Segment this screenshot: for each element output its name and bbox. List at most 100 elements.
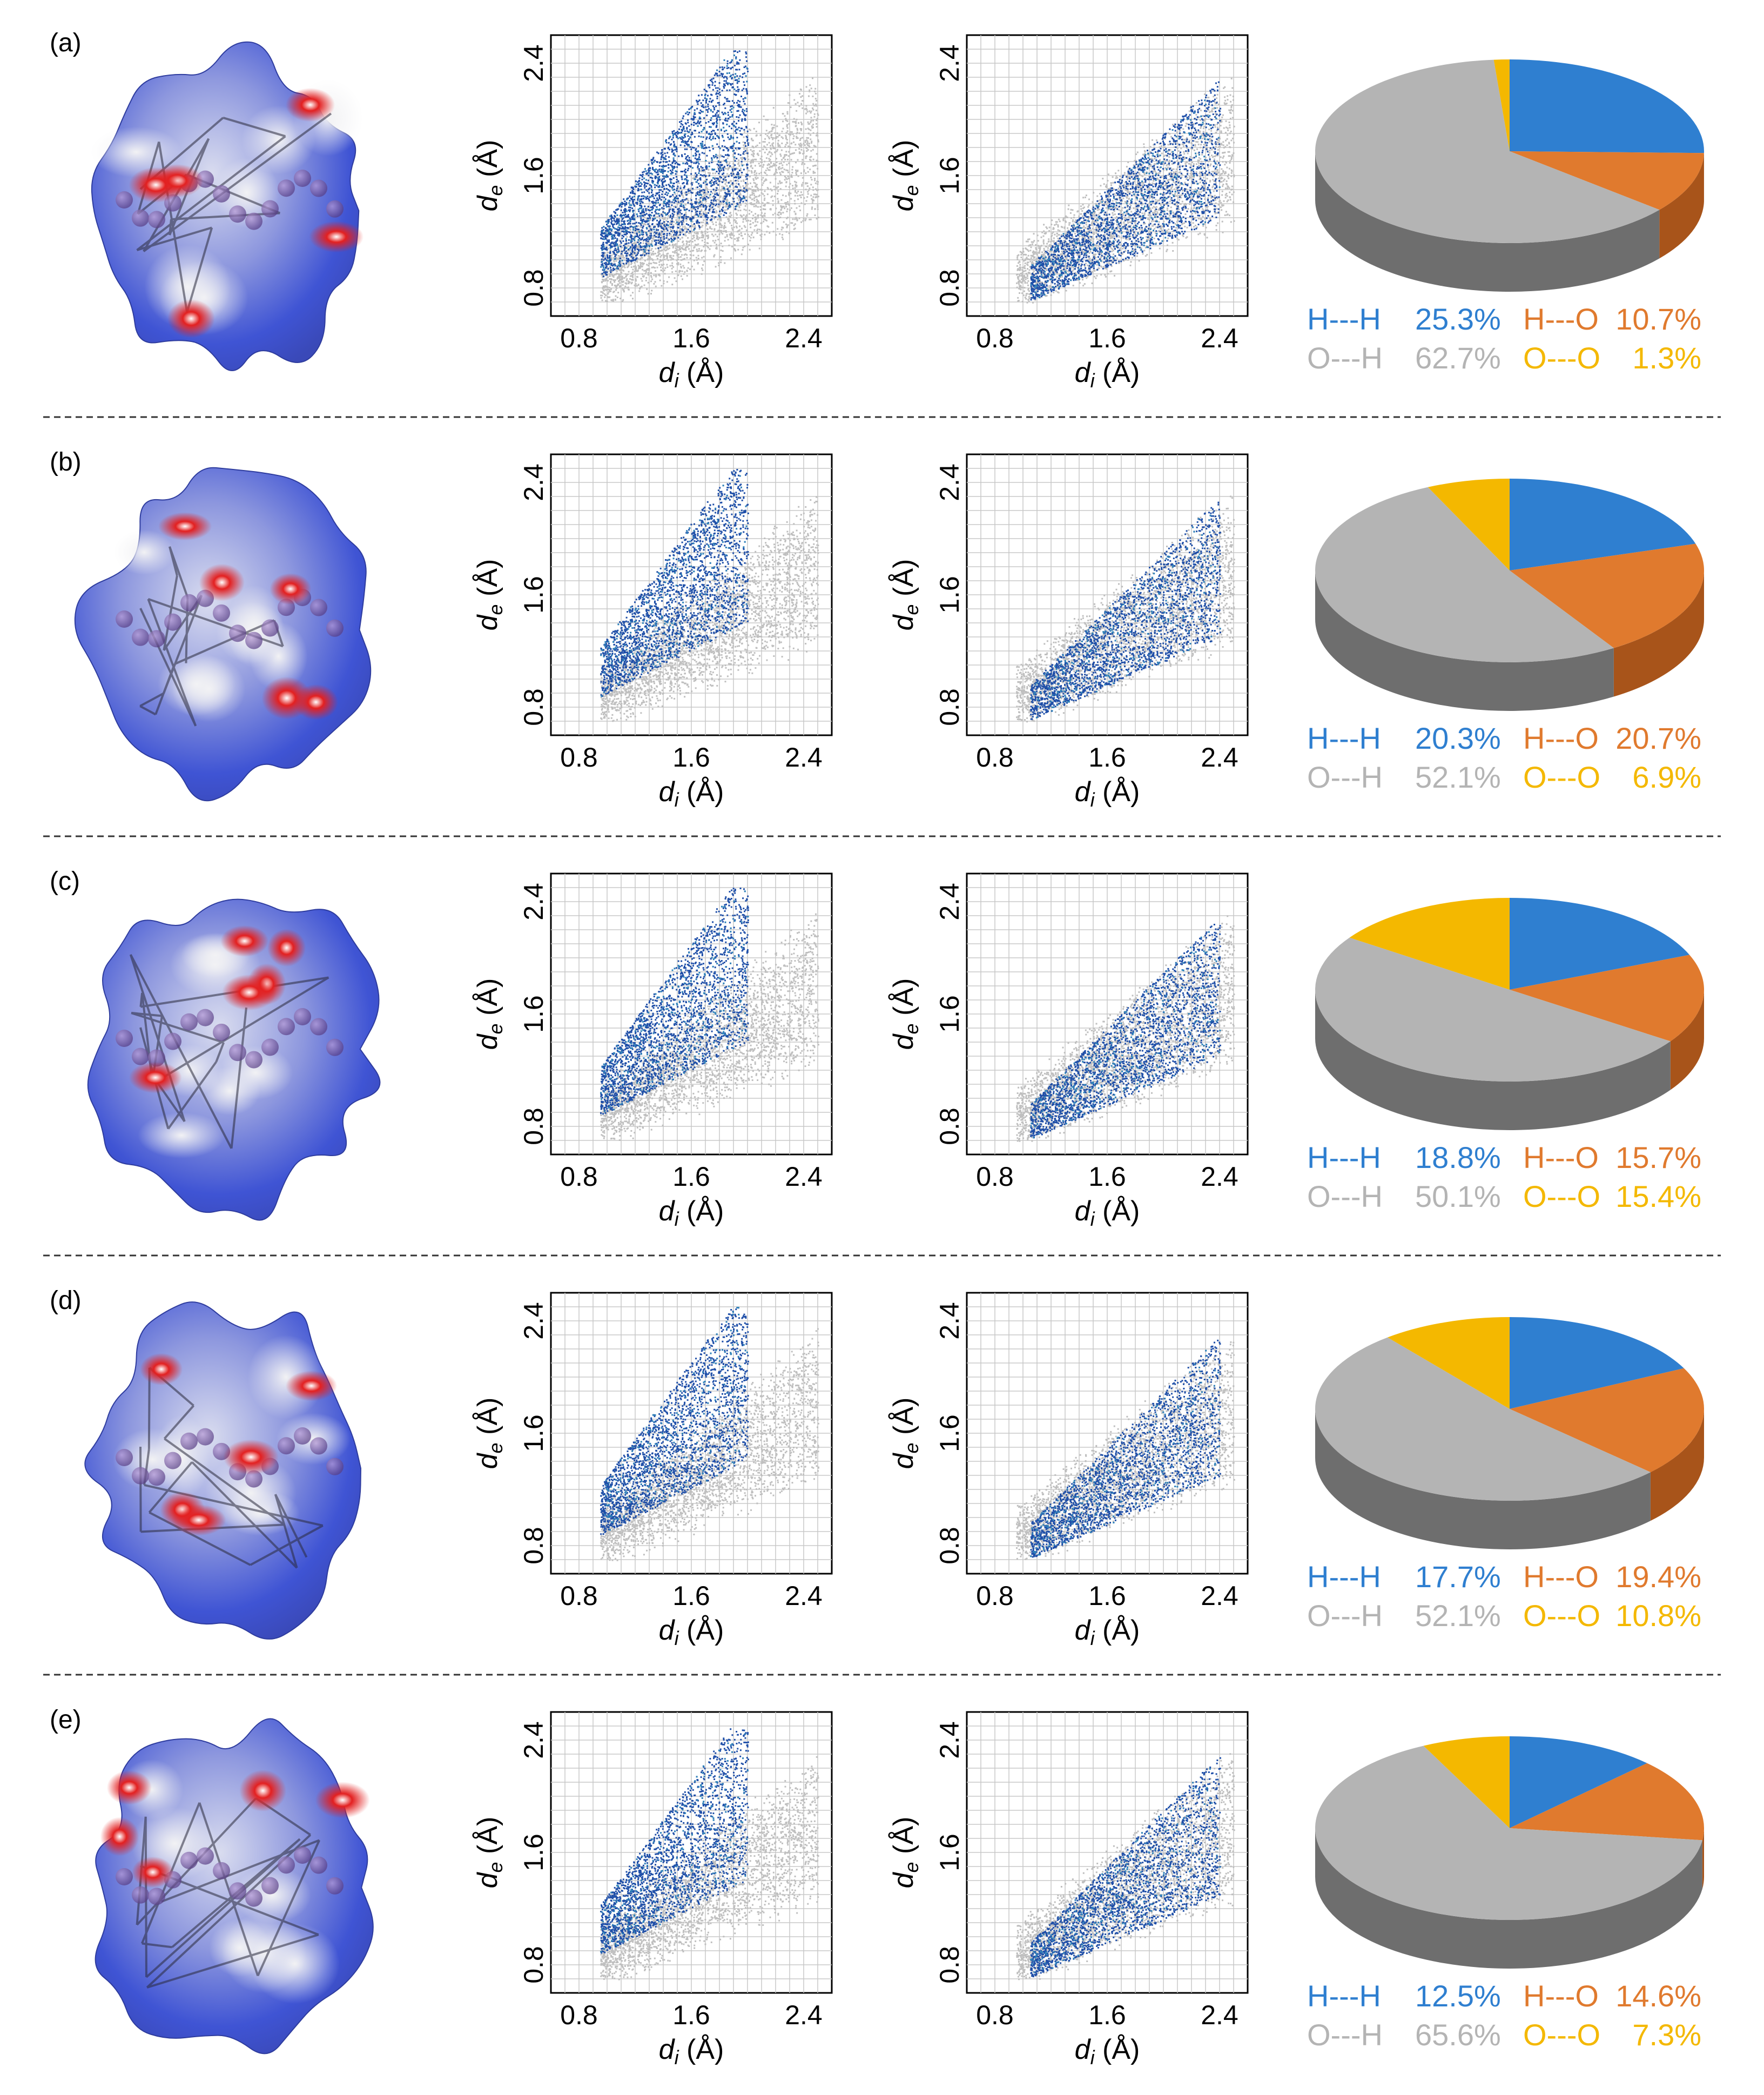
row-pie-slice-o-o	[1423, 1736, 1510, 1828]
fingerprint-contact-ytick: 2.4	[934, 44, 965, 82]
y-label-symbol: d	[472, 1871, 503, 1888]
row-atom	[310, 1018, 327, 1036]
x-label-unit: (Å)	[679, 2034, 724, 2065]
row-legend-value: 20.3%	[1415, 721, 1501, 755]
row-atom	[164, 1032, 181, 1050]
row-atom	[278, 1856, 295, 1874]
row-pie-side-h-o	[1650, 1409, 1704, 1521]
fingerprint-contact-ytick: 2.4	[934, 1721, 965, 1759]
bond-line	[257, 1839, 321, 1977]
row-atom	[245, 632, 262, 649]
bond-line	[130, 954, 233, 1149]
y-label-symbol: d	[888, 194, 919, 211]
fingerprint-total-xtick: 0.8	[560, 742, 598, 773]
fingerprint-contact-ytick: 2.4	[934, 464, 965, 501]
row-legend-name: O---H	[1307, 760, 1383, 794]
row-atom	[326, 619, 344, 637]
row-legend-name: O---H	[1307, 1179, 1383, 1213]
y-label-unit: (Å)	[472, 140, 503, 185]
row-pie-slice-o-o	[1388, 1317, 1510, 1409]
row-red-spot	[129, 167, 183, 203]
row-atom	[116, 1030, 133, 1047]
bond-line	[186, 227, 213, 313]
y-label-symbol: d	[472, 614, 503, 630]
row-atom	[132, 1467, 149, 1485]
row-atom	[245, 212, 262, 230]
row-atom	[180, 1432, 198, 1450]
fingerprint-total-ytick: 1.6	[519, 576, 549, 614]
row-legend-value: 17.7%	[1415, 1560, 1501, 1594]
y-label-subscript: e	[484, 185, 507, 196]
row-legend-value: 20.7%	[1615, 721, 1701, 755]
fingerprint-contact-xtick: 2.4	[1201, 742, 1238, 773]
x-label-unit: (Å)	[679, 1615, 724, 1646]
row-atom	[261, 1038, 279, 1056]
fingerprint-total-grid	[551, 35, 832, 316]
row-atom	[294, 1846, 311, 1864]
fingerprint-total-xlabel: di (Å)	[659, 2034, 724, 2069]
fingerprint-contact-ytick: 1.6	[934, 157, 965, 194]
row-legend-value: 15.7%	[1615, 1140, 1701, 1174]
x-label-subscript: i	[675, 1208, 679, 1230]
row-atom	[148, 630, 165, 648]
fingerprint-total-ytick: 1.6	[519, 995, 549, 1033]
fingerprint-contact-xtick: 0.8	[976, 1581, 1014, 1611]
x-label-subscript: i	[675, 370, 679, 392]
row-atom	[213, 185, 230, 203]
x-label-subscript: i	[1090, 370, 1095, 392]
fingerprint-contact-blue-points	[1030, 501, 1221, 720]
row-red-spot	[132, 1856, 174, 1888]
fingerprint-contact-xtick: 2.4	[1201, 1581, 1238, 1611]
row-pie-slice-o-h	[1315, 487, 1614, 662]
fingerprint-contact-blue-points	[1030, 1339, 1221, 1558]
y-label-unit: (Å)	[888, 140, 919, 185]
row-legend-name: H---H	[1307, 1979, 1381, 2013]
bond-line	[148, 1461, 193, 1513]
fingerprint-contact-xtick: 0.8	[976, 742, 1014, 773]
x-label-unit: (Å)	[679, 776, 724, 808]
fingerprint-total-xtick: 0.8	[560, 323, 598, 353]
bond-line	[167, 1061, 217, 1130]
fingerprint-total-xtick: 0.8	[560, 1161, 598, 1192]
row-legend-name: H---O	[1523, 1560, 1599, 1594]
fingerprint-contact-xtick: 2.4	[1201, 323, 1238, 353]
fingerprint-total-blue-points	[600, 1307, 749, 1535]
bond-line	[139, 608, 197, 727]
row-legend-name: O---O	[1523, 341, 1600, 375]
bond-line	[147, 599, 197, 727]
x-label-symbol: d	[1075, 1615, 1092, 1646]
row-atom	[213, 1023, 230, 1041]
fingerprint-contact-ytick: 2.4	[934, 883, 965, 921]
fingerprint-total-ylabel: de (Å)	[472, 1398, 507, 1469]
row-white-patch	[138, 1112, 225, 1159]
row-atom	[148, 1888, 165, 1905]
row-red-spot	[106, 1770, 152, 1805]
y-label-symbol: d	[472, 194, 503, 211]
fingerprint-total-grey-points	[600, 77, 819, 303]
row-pie-slice-h-h	[1510, 479, 1696, 570]
bond-line	[274, 1494, 308, 1558]
bond-line	[250, 1525, 324, 1566]
row-pie-slice-h-o	[1510, 1368, 1704, 1473]
row-atom	[310, 1856, 327, 1874]
x-label-symbol: d	[659, 776, 676, 808]
x-label-subscript: i	[1090, 2046, 1095, 2069]
row-atom	[326, 1458, 344, 1475]
fingerprint-contact-ytick: 0.8	[934, 1946, 965, 1984]
row-pie-side-o-h	[1315, 151, 1660, 292]
row-legend-name: H---H	[1307, 302, 1381, 336]
row-atom	[116, 610, 133, 628]
bond-line	[139, 692, 164, 707]
bond-line	[146, 1933, 319, 1989]
row-pie-side-h-o	[1613, 570, 1704, 697]
y-label-symbol: d	[888, 1452, 919, 1469]
bond-line	[163, 595, 203, 694]
y-label-subscript: e	[484, 1023, 507, 1034]
row-red-spot	[223, 1439, 279, 1475]
fingerprint-contact-grey-points	[1016, 77, 1235, 304]
fingerprint-total-ytick: 0.8	[519, 1107, 549, 1145]
y-label-unit: (Å)	[472, 559, 503, 605]
row-legend-value: 52.1%	[1415, 760, 1501, 794]
fingerprint-contact-ytick: 0.8	[934, 1107, 965, 1145]
fingerprint-total-ytick: 1.6	[519, 157, 549, 194]
